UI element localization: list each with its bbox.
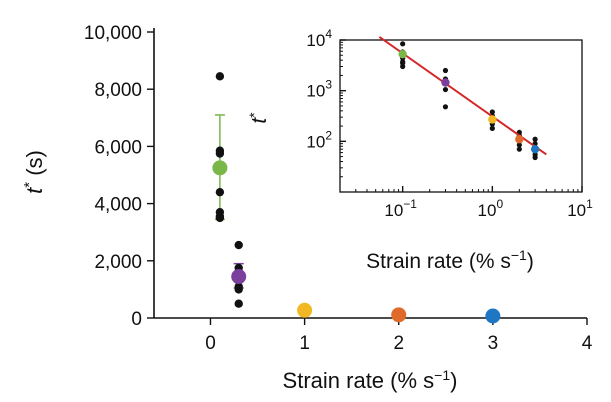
main-y-tick-label: 10,000	[84, 23, 142, 44]
inset-x-tick-label: 101	[567, 197, 593, 220]
inset-raw-point	[442, 104, 449, 110]
inset-raw-point	[400, 63, 406, 70]
inset-raw-point	[442, 86, 449, 93]
inset-raw-point	[489, 109, 495, 115]
main-raw-point	[234, 240, 243, 250]
main-y-ticks: 0 2,000 4,000 6,000 8,000 10,000	[84, 23, 154, 330]
inset-y-axis-label: t*	[246, 112, 271, 124]
main-raw-point	[215, 213, 225, 223]
inset-data-marks	[378, 36, 547, 161]
main-raw-point	[215, 149, 225, 158]
main-mean-point-4	[485, 308, 501, 324]
main-x-tick-label: 3	[488, 333, 499, 354]
main-y-tick-label: 0	[131, 309, 142, 330]
main-x-tick-label: 4	[582, 333, 593, 354]
inset-plot: 102 103 104 10−1 100 101 Strain rate (% s−1)…	[246, 27, 593, 273]
main-mean-point-1	[231, 269, 247, 285]
inset-raw-point	[400, 41, 406, 47]
main-data-marks	[212, 72, 501, 324]
main-mean-point-0	[212, 160, 228, 176]
inset-raw-point	[516, 146, 522, 152]
main-x-ticks: 0 1 2 3 4	[205, 318, 593, 354]
main-y-tick-label: 8,000	[94, 80, 142, 101]
inset-y-tick-label: 103	[306, 78, 332, 101]
inset-fit-line	[378, 36, 547, 156]
main-x-tick-label: 2	[393, 333, 404, 354]
inset-mean-point-1	[441, 78, 450, 87]
inset-raw-point	[442, 67, 449, 74]
main-x-tick-label: 0	[205, 333, 216, 354]
inset-x-axis-label: Strain rate (% s−1)	[366, 247, 534, 273]
inset-x-tick-label: 100	[478, 197, 504, 220]
inset-raw-point	[532, 136, 538, 142]
main-y-axis-label: t* (s)	[21, 150, 47, 194]
inset-mean-point-0	[398, 49, 407, 59]
inset-x-tick-label: 10−1	[384, 197, 417, 220]
main-x-tick-label: 1	[299, 333, 310, 354]
main-y-tick-label: 4,000	[94, 195, 142, 216]
main-raw-point	[215, 187, 225, 197]
main-mean-point-2	[297, 302, 313, 318]
inset-y-tick-label: 104	[306, 27, 332, 50]
inset-y-ticks: 102 103 104	[306, 27, 346, 178]
main-x-axis-label: Strain rate (% s−1)	[283, 367, 458, 393]
inset-mean-point-3	[515, 135, 524, 144]
main-raw-point	[215, 72, 225, 81]
main-y-tick-label: 6,000	[94, 137, 142, 158]
main-raw-point	[234, 285, 243, 294]
inset-y-tick-label: 102	[306, 128, 332, 151]
inset-raw-point	[489, 125, 495, 131]
inset-raw-point	[516, 142, 522, 148]
main-y-tick-label: 2,000	[94, 252, 142, 273]
inset-x-ticks: 10−1 100 101	[339, 186, 593, 220]
inset-mean-point-4	[530, 144, 540, 154]
inset-raw-point	[532, 154, 538, 161]
main-mean-point-3	[391, 307, 407, 323]
inset-frame	[339, 39, 583, 193]
inset-mean-point-2	[488, 115, 497, 124]
main-raw-point	[234, 299, 243, 308]
main-plot: 0 2,000 4,000 6,000 8,000 10,000 0 1 2 3 4 Strain…	[21, 23, 593, 393]
